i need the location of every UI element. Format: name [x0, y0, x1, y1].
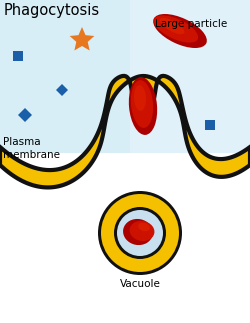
Circle shape [98, 191, 182, 275]
Ellipse shape [131, 80, 153, 128]
Circle shape [101, 194, 179, 272]
Polygon shape [56, 84, 68, 96]
Ellipse shape [123, 219, 153, 245]
Ellipse shape [160, 18, 184, 34]
Ellipse shape [138, 223, 150, 231]
Ellipse shape [129, 77, 157, 135]
Polygon shape [18, 108, 32, 122]
Ellipse shape [134, 85, 146, 111]
Circle shape [117, 210, 163, 256]
Text: Plasma
membrane: Plasma membrane [3, 137, 60, 160]
Bar [0, 0, 250, 153]
Circle shape [114, 207, 166, 259]
Bar [130, 0, 250, 153]
Ellipse shape [130, 221, 154, 241]
Polygon shape [205, 120, 215, 130]
Polygon shape [0, 76, 250, 187]
Ellipse shape [154, 16, 198, 43]
Text: Vacuole: Vacuole [120, 279, 160, 289]
Text: Phagocytosis: Phagocytosis [4, 3, 100, 18]
Polygon shape [13, 51, 23, 61]
Text: Large particle: Large particle [155, 19, 227, 29]
Polygon shape [70, 27, 94, 50]
Ellipse shape [153, 14, 207, 48]
